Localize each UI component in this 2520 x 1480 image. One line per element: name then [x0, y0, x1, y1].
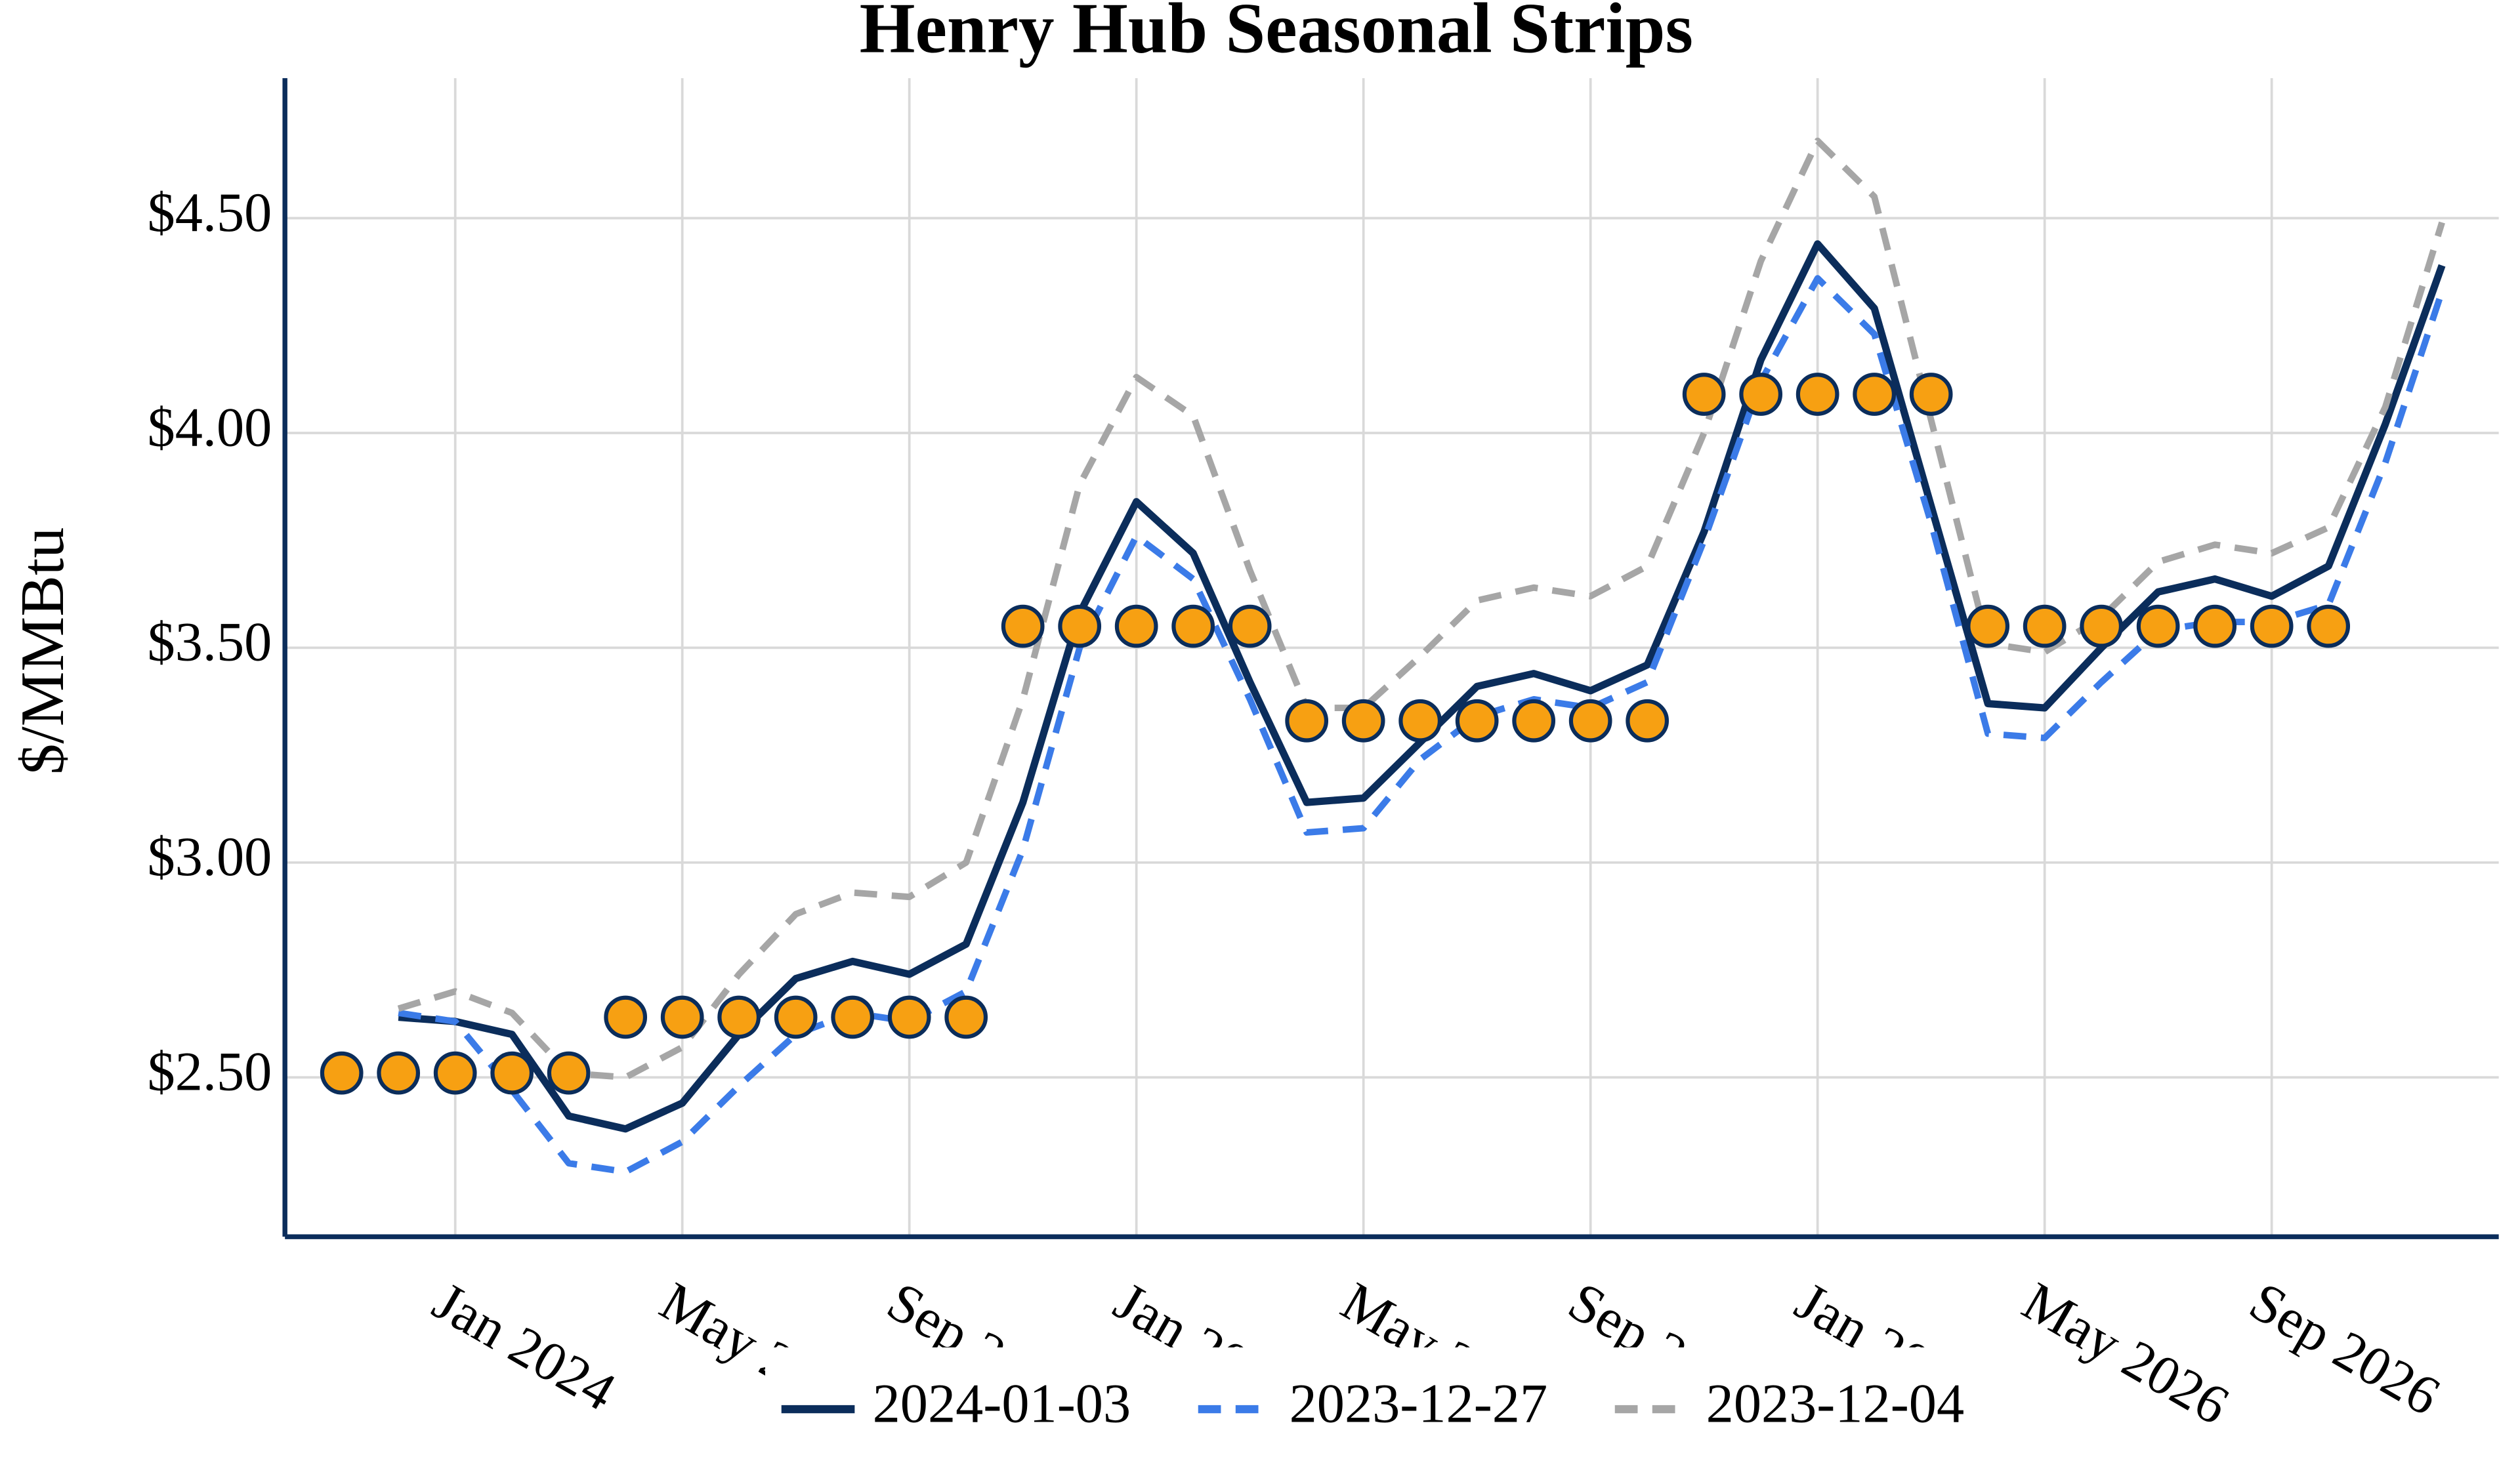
y-tick-label: $2.50 — [148, 1042, 272, 1103]
strip-point — [1853, 373, 1897, 416]
strip-point — [1512, 699, 1556, 743]
strip-point — [887, 995, 931, 1039]
strip-point — [2307, 604, 2351, 648]
legend-label: 2024-01-03 — [873, 1373, 1131, 1434]
strip-point — [1398, 699, 1442, 743]
strip-point — [1909, 373, 1953, 416]
strip-point — [2250, 604, 2294, 648]
strip-point — [1341, 699, 1385, 743]
y-tick-label: $4.50 — [148, 182, 272, 243]
strip-point — [377, 1051, 421, 1095]
strip-point — [1455, 699, 1499, 743]
series-line — [398, 240, 2446, 1133]
strip-point — [1568, 699, 1612, 743]
series-line — [398, 275, 2445, 1176]
strip-point — [944, 995, 988, 1039]
legend-label: 2023-12-04 — [1706, 1373, 1964, 1434]
strip-point — [433, 1051, 477, 1095]
strip-point — [604, 995, 648, 1039]
chart-title: Henry Hub Seasonal Strips — [860, 0, 1693, 68]
y-tick-label: $3.50 — [148, 612, 272, 673]
strip-point — [1682, 373, 1726, 416]
y-tick-label: $4.00 — [148, 397, 272, 458]
strip-point — [1626, 699, 1670, 743]
strip-point — [320, 1051, 364, 1095]
x-tick-label: Sep 2026 — [2240, 1271, 2450, 1428]
strip-point — [1114, 604, 1158, 648]
strip-point — [1171, 604, 1215, 648]
strip-point — [774, 995, 818, 1039]
strip-point — [1966, 604, 2010, 648]
strip-point — [1228, 604, 1272, 648]
strip-point — [831, 995, 875, 1039]
strip-point — [2023, 604, 2067, 648]
series-line — [397, 137, 2445, 1081]
strip-point — [660, 995, 704, 1039]
x-tick-label: Jan 2024 — [423, 1271, 625, 1423]
strip-point — [717, 995, 761, 1039]
x-tick-label: May 2026 — [2013, 1271, 2239, 1437]
strip-point — [2193, 604, 2237, 648]
strip-point — [547, 1051, 591, 1095]
legend-background — [765, 1347, 2044, 1480]
y-tick-label: $3.00 — [148, 827, 272, 888]
strip-point — [1058, 604, 1102, 648]
strip-point — [490, 1051, 534, 1095]
strip-point — [1001, 604, 1045, 648]
y-axis-title: $/MMBtu — [9, 527, 77, 775]
strip-point — [2136, 604, 2180, 648]
strip-point — [1285, 699, 1329, 743]
legend: 2024-01-03 2023-12-27 2023-12-04 — [765, 1347, 2044, 1480]
strip-point — [1739, 373, 1783, 416]
strip-point — [2080, 604, 2124, 648]
legend-label: 2023-12-27 — [1290, 1373, 1547, 1434]
strip-point — [1796, 373, 1839, 416]
